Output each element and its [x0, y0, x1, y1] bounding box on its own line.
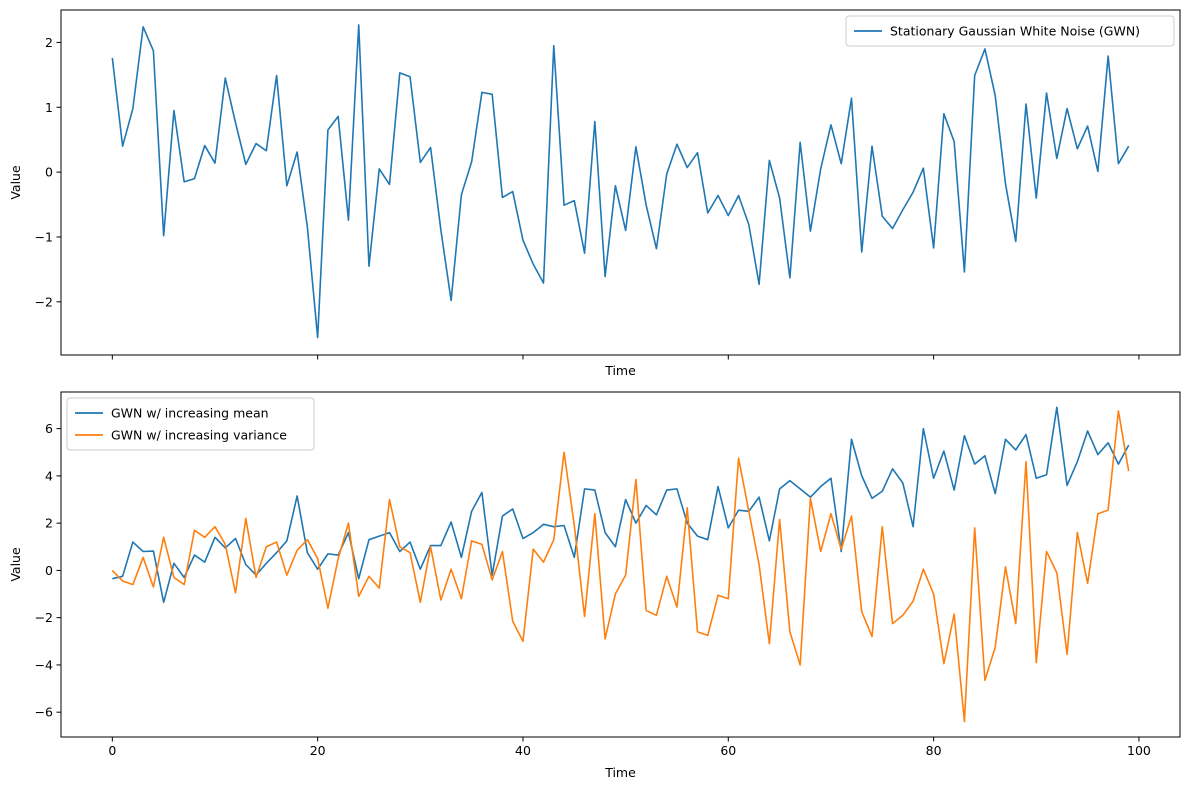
bottom-y-tick-label: −6 — [35, 705, 53, 720]
top-y-ticks: 2 1 0 −1 −2 — [35, 35, 61, 309]
top-y-tick-label: 1 — [45, 100, 53, 115]
top-legend-label-0: Stationary Gaussian White Noise (GWN) — [890, 24, 1140, 39]
bottom-series-lines — [111, 406, 1130, 723]
bottom-legend-box — [66, 397, 315, 451]
top-y-tick-label: −2 — [35, 294, 53, 309]
top-y-tick-label: 0 — [45, 165, 53, 180]
bottom-y-tick-label: 2 — [45, 516, 53, 531]
bottom-y-axis-label: Value — [8, 547, 23, 582]
top-plot-frame — [60, 9, 1181, 356]
bottom-y-ticks: 6 4 2 0 −2 −4 −6 — [35, 421, 61, 720]
bottom-plot-frame — [60, 391, 1181, 738]
bottom-series-line-0 — [112, 406, 1130, 604]
top-series-lines — [111, 24, 1130, 339]
top-plot-area — [61, 10, 1180, 355]
bottom-y-tick-label: −2 — [35, 610, 53, 625]
bottom-x-tick-label: 20 — [310, 743, 326, 758]
bottom-y-tick-label: −4 — [35, 657, 53, 672]
top-y-axis-label: Value — [8, 165, 23, 200]
bottom-y-tick-label: 0 — [45, 563, 53, 578]
bottom-x-tick-label: 40 — [515, 743, 531, 758]
top-series-line-0 — [111, 24, 1130, 339]
top-legend-box — [845, 15, 1175, 47]
top-legend: Stationary Gaussian White Noise (GWN) — [845, 15, 1175, 47]
bottom-x-tick-label: 80 — [926, 743, 942, 758]
top-y-tick-label: −1 — [35, 229, 53, 244]
bottom-x-tick-label: 60 — [720, 743, 736, 758]
bottom-x-axis-label: Time — [604, 765, 636, 780]
bottom-x-tick-label: 100 — [1127, 743, 1151, 758]
bottom-x-tick-label: 0 — [108, 743, 116, 758]
bottom-y-tick-label: 6 — [45, 421, 53, 436]
bottom-legend: GWN w/ increasing mean GWN w/ increasing … — [66, 397, 315, 451]
top-x-ticks — [111, 355, 1140, 360]
bottom-series-line-1 — [111, 410, 1130, 723]
bottom-y-tick-label: 4 — [45, 468, 53, 483]
top-y-tick-label: 2 — [45, 35, 53, 50]
top-subplot: 2 1 0 −1 −2 Time Value Stationary Gaussian W… — [8, 9, 1181, 378]
bottom-legend-label-1: GWN w/ increasing variance — [111, 428, 287, 443]
bottom-legend-label-0: GWN w/ increasing mean — [111, 406, 269, 421]
bottom-x-ticks: 0 20 40 60 80 100 — [108, 737, 1151, 758]
top-x-axis-label: Time — [604, 363, 636, 378]
